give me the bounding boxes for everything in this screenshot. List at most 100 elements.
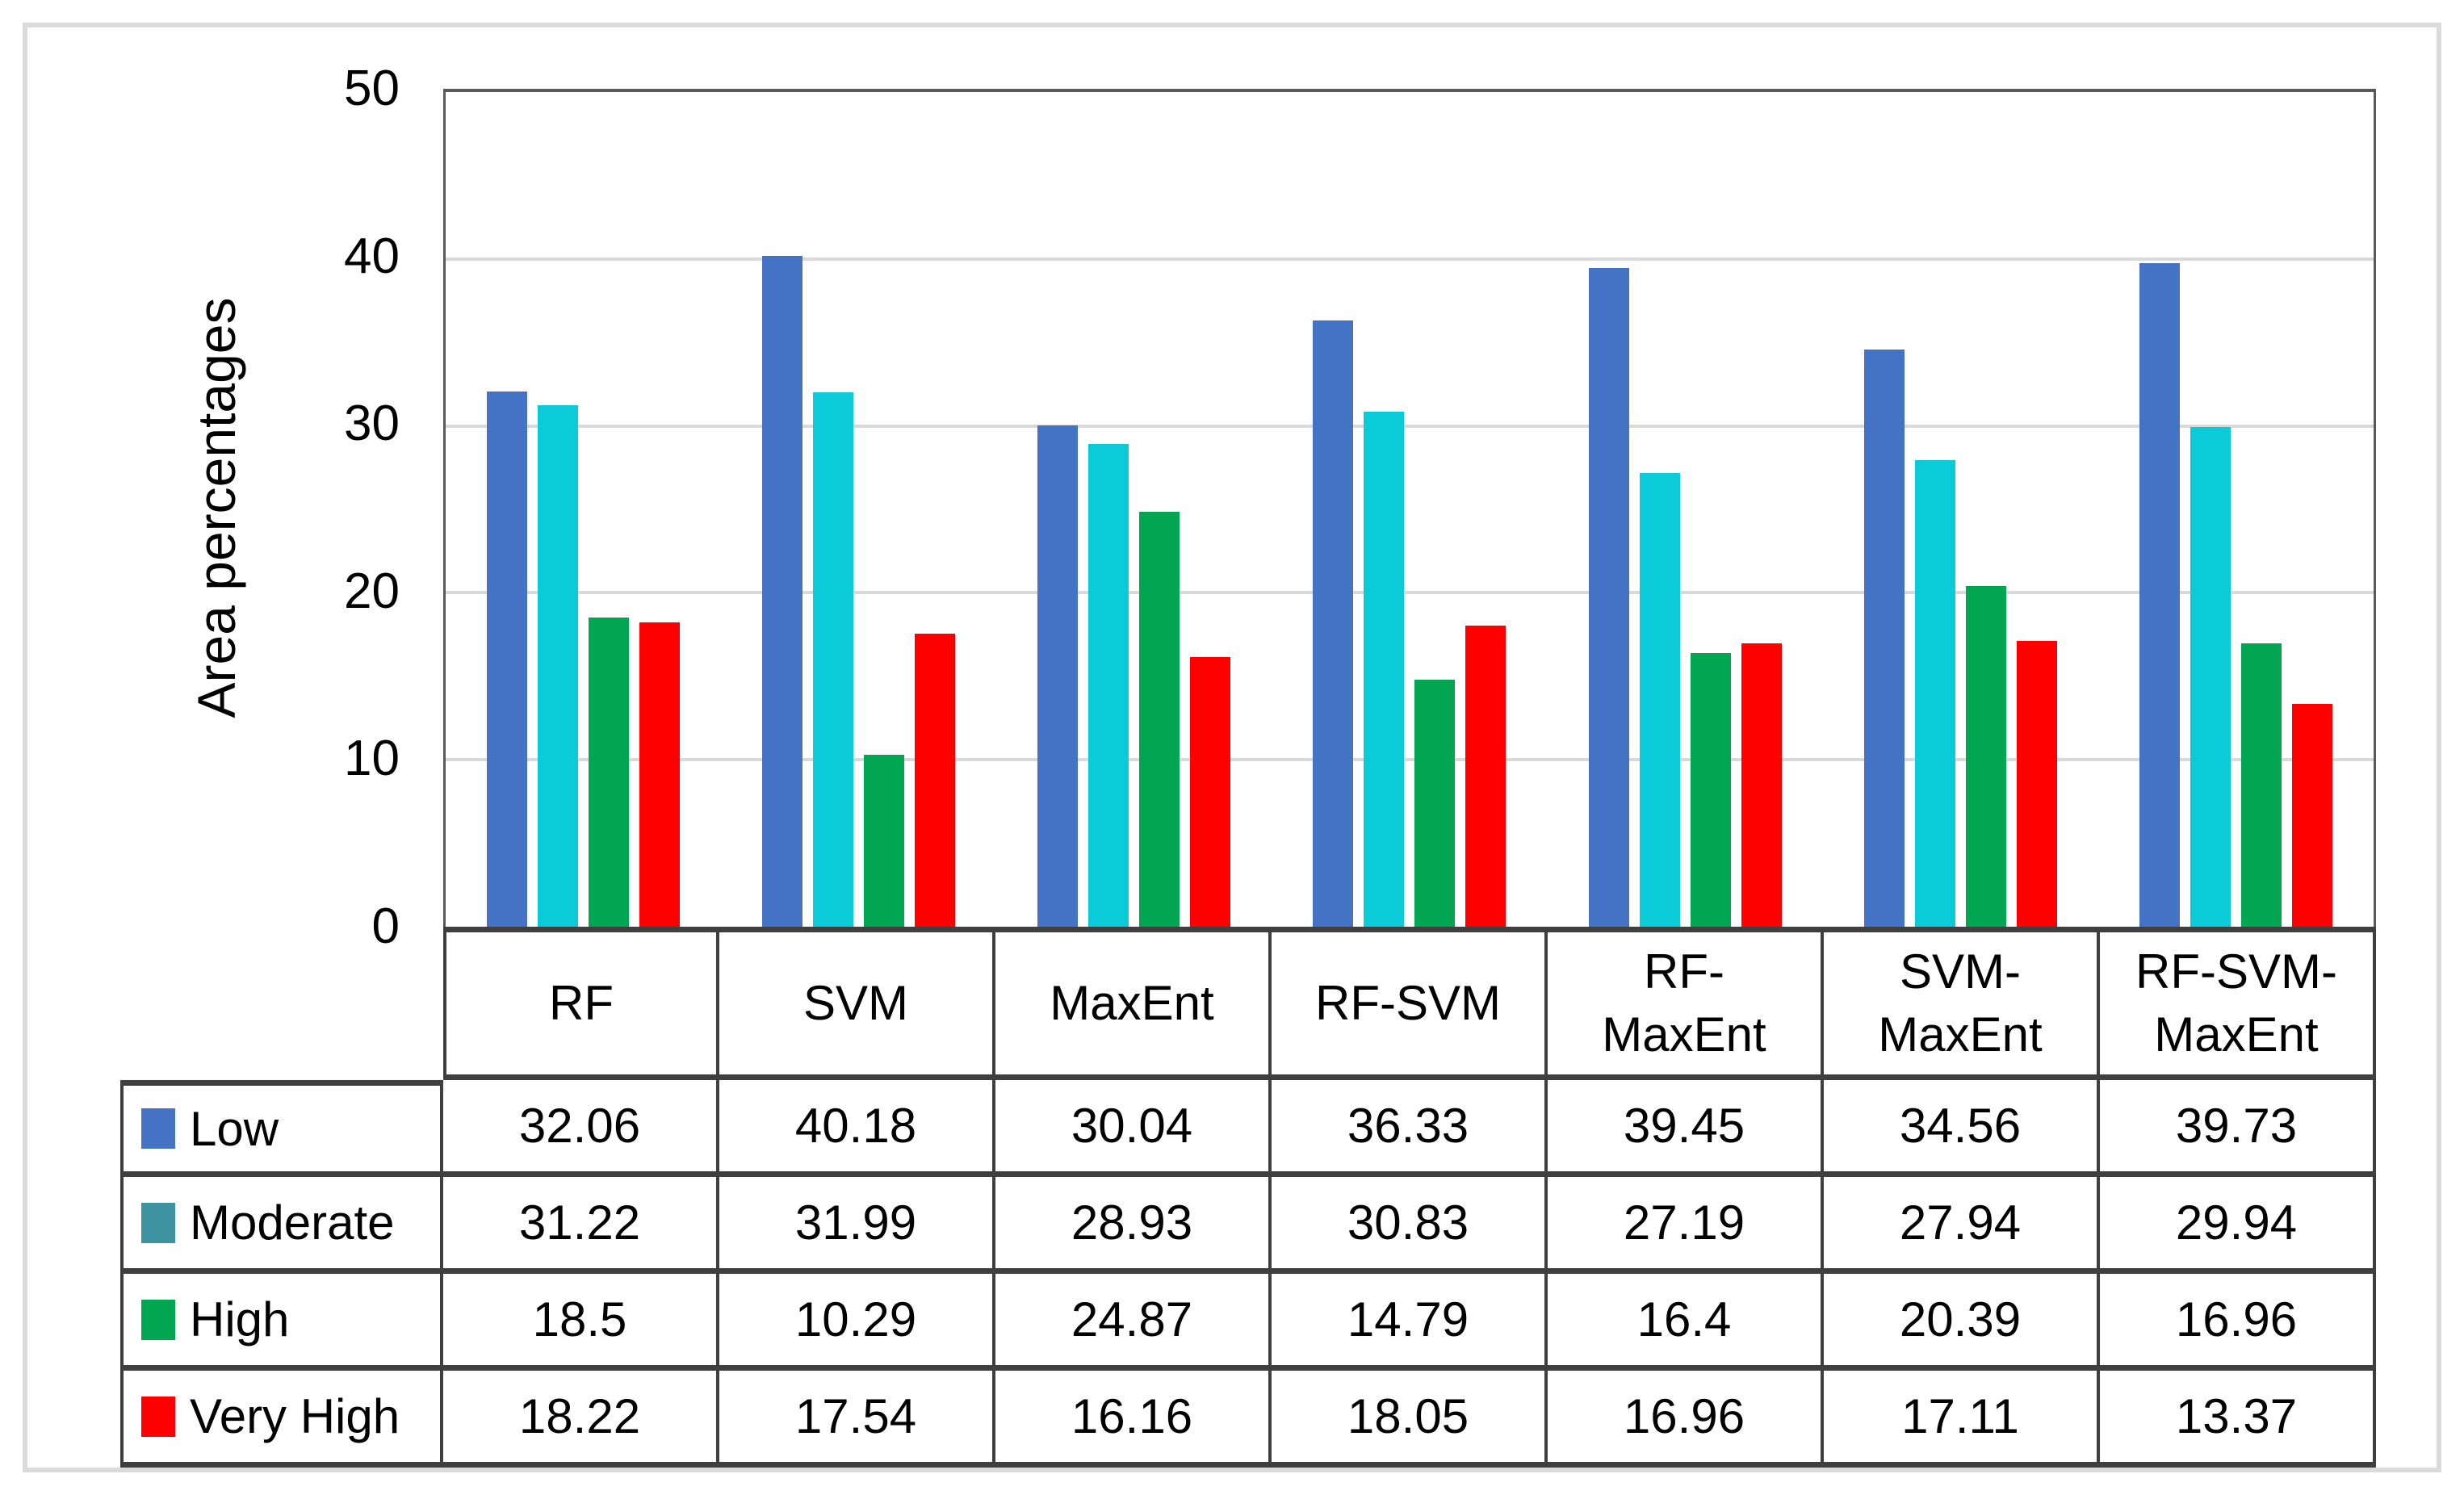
legend-label: Very High	[190, 1389, 400, 1443]
plot-area	[443, 89, 2376, 927]
category-label: SVM	[802, 976, 909, 1030]
bar-group-rf-maxent	[1548, 92, 1823, 927]
y-tick-label-10: 10	[344, 731, 400, 787]
bar-very-high-rf-svm-maxent	[2291, 703, 2332, 927]
legend-swatch-high	[141, 1299, 175, 1340]
value-cell-moderate-maxent: 28.93	[995, 1177, 1272, 1274]
value-cell-very-high-rf-maxent: 16.96	[1548, 1371, 1824, 1468]
bar-low-rf-maxent	[1588, 268, 1629, 927]
table-corner-cell	[120, 927, 443, 1080]
bar-moderate-rf-svm	[1364, 412, 1405, 927]
value-cell-very-high-svm: 17.54	[719, 1371, 995, 1468]
value-cell-moderate-rf: 31.22	[443, 1177, 719, 1274]
value-cell-high-rf-svm: 14.79	[1272, 1274, 1548, 1371]
category-label: MaxEnt	[1050, 976, 1214, 1030]
legend-cell-very-high: Very High	[120, 1371, 443, 1468]
value-cell-high-svm: 10.29	[719, 1274, 995, 1371]
category-header-maxent: MaxEnt	[995, 927, 1272, 1080]
legend-label: Moderate	[190, 1196, 395, 1250]
legend-label: Low	[190, 1101, 279, 1156]
gridline-40	[446, 257, 2374, 261]
legend-swatch-moderate	[141, 1202, 175, 1243]
bar-very-high-maxent	[1190, 656, 1231, 927]
bar-high-rf-svm	[1414, 680, 1456, 927]
value-cell-very-high-rf-svm: 18.05	[1272, 1371, 1548, 1468]
category-header-rf: RF	[443, 927, 719, 1080]
value-cell-low-svm: 40.18	[719, 1080, 995, 1177]
value-cell-low-maxent: 30.04	[995, 1080, 1272, 1177]
y-tick-label-40: 40	[344, 228, 400, 284]
value-cell-moderate-rf-maxent: 27.19	[1548, 1177, 1824, 1274]
chart-data-table: RF SVM MaxEnt RF-SVM RF-MaxEnt SVM-MaxEnt RF-S…	[120, 927, 2376, 1468]
category-header-svm-maxent: SVM-MaxEnt	[1824, 927, 2100, 1080]
value-cell-high-rf-maxent: 16.4	[1548, 1274, 1824, 1371]
gridline-30	[446, 424, 2374, 428]
bar-very-high-svm-maxent	[2016, 641, 2057, 927]
value-cell-high-rf-svm-maxent: 16.96	[2100, 1274, 2376, 1371]
value-cell-moderate-rf-svm-maxent: 29.94	[2100, 1177, 2376, 1274]
y-tick-label-0: 0	[371, 898, 400, 954]
legend-cell-moderate: Moderate	[120, 1177, 443, 1274]
category-header-rf-maxent: RF-MaxEnt	[1548, 927, 1824, 1080]
bar-very-high-rf-svm	[1465, 625, 1506, 927]
category-label: RF	[549, 976, 614, 1030]
y-axis-title: Area percentages	[186, 297, 246, 718]
legend-label: High	[190, 1292, 290, 1346]
category-header-rf-svm: RF-SVM	[1272, 927, 1548, 1080]
value-cell-high-maxent: 24.87	[995, 1274, 1272, 1371]
bar-high-maxent	[1139, 511, 1180, 927]
bar-low-svm-maxent	[1863, 350, 1905, 927]
value-cell-low-rf-svm: 36.33	[1272, 1080, 1548, 1177]
category-header-rf-svm-maxent: RF-SVM-MaxEnt	[2100, 927, 2376, 1080]
legend-cell-high: High	[120, 1274, 443, 1371]
bar-moderate-rf	[538, 405, 579, 927]
bar-low-rf	[487, 392, 528, 927]
value-cell-moderate-svm: 31.99	[719, 1177, 995, 1274]
bar-high-svm-maxent	[1965, 586, 2006, 927]
value-cell-low-rf-maxent: 39.45	[1548, 1080, 1824, 1177]
category-header-svm: SVM	[719, 927, 995, 1080]
bar-moderate-svm	[813, 392, 854, 927]
category-label: RF-MaxEnt	[1602, 944, 1766, 1062]
y-tick-label-20: 20	[344, 563, 400, 619]
bar-high-svm	[864, 755, 905, 927]
bar-low-maxent	[1037, 425, 1079, 927]
bar-group-rf-svm	[1272, 92, 1547, 927]
legend-cell-low: Low	[120, 1080, 443, 1177]
bar-group-rf	[446, 92, 721, 927]
bar-moderate-rf-svm-maxent	[2190, 426, 2231, 927]
bar-high-rf	[589, 618, 630, 927]
gridline-20	[446, 591, 2374, 595]
bar-very-high-rf	[639, 622, 681, 927]
bar-moderate-rf-maxent	[1639, 472, 1680, 927]
value-cell-low-rf: 32.06	[443, 1080, 719, 1177]
legend-swatch-very-high	[141, 1396, 175, 1437]
bar-very-high-svm	[915, 634, 956, 927]
bar-low-rf-svm-maxent	[2139, 263, 2180, 927]
legend-swatch-low	[141, 1108, 175, 1149]
bar-group-rf-svm-maxent	[2098, 92, 2374, 927]
bar-very-high-rf-maxent	[1741, 643, 1782, 927]
y-tick-label-30: 30	[344, 396, 400, 452]
bar-group-maxent	[996, 92, 1272, 927]
value-cell-moderate-rf-svm: 30.83	[1272, 1177, 1548, 1274]
bar-group-svm	[721, 92, 996, 927]
value-cell-very-high-svm-maxent: 17.11	[1824, 1371, 2100, 1468]
bar-moderate-svm-maxent	[1914, 460, 1955, 927]
value-cell-very-high-rf: 18.22	[443, 1371, 719, 1468]
value-cell-low-svm-maxent: 34.56	[1824, 1080, 2100, 1177]
category-label: RF-SVM	[1315, 976, 1501, 1030]
value-cell-low-rf-svm-maxent: 39.73	[2100, 1080, 2376, 1177]
value-cell-high-svm-maxent: 20.39	[1824, 1274, 2100, 1371]
value-cell-moderate-svm-maxent: 27.94	[1824, 1177, 2100, 1274]
value-cell-high-rf: 18.5	[443, 1274, 719, 1371]
bar-high-rf-maxent	[1690, 652, 1731, 927]
gridline-10	[446, 758, 2374, 762]
category-label: SVM-MaxEnt	[1878, 944, 2043, 1062]
y-tick-label-50: 50	[344, 61, 400, 116]
value-cell-very-high-maxent: 16.16	[995, 1371, 1272, 1468]
value-cell-very-high-rf-svm-maxent: 13.37	[2100, 1371, 2376, 1468]
bar-groups	[446, 92, 2374, 927]
category-label: RF-SVM-MaxEnt	[2135, 944, 2337, 1062]
